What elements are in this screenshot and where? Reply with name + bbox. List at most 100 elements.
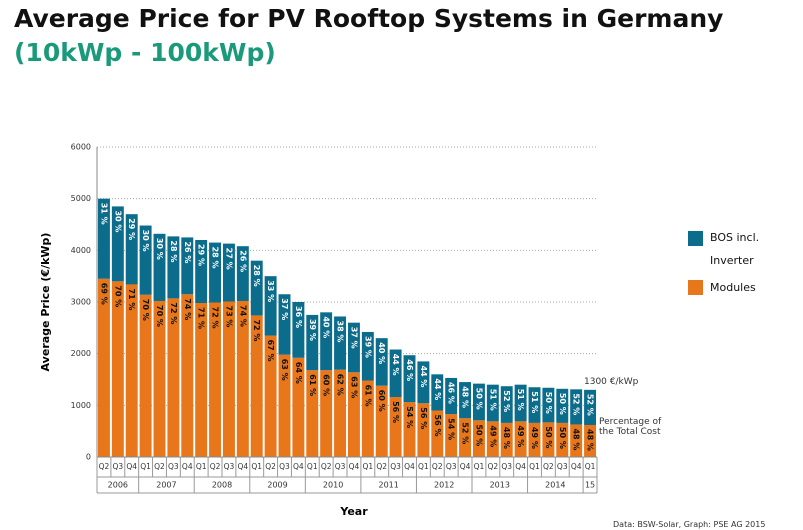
bar-segment <box>361 380 374 457</box>
bar-segment <box>334 316 347 370</box>
x-tick-label: Q4 <box>571 462 582 471</box>
x-tick-label: Q3 <box>112 462 123 471</box>
share-label: 50 % <box>558 427 567 449</box>
share-label: 69 % <box>99 283 108 305</box>
share-label: 28 % <box>252 265 261 287</box>
bar-segment <box>417 403 430 457</box>
share-label: 49 % <box>488 425 497 447</box>
share-label: 70 % <box>141 299 150 321</box>
bar-segment <box>181 237 194 295</box>
share-label: 52 % <box>461 422 470 444</box>
bar-segment <box>209 302 222 457</box>
group-label: 2007 <box>156 481 176 490</box>
y-tick-label: 6000 <box>71 143 91 152</box>
x-tick-label: Q1 <box>474 462 485 471</box>
x-tick-label: Q3 <box>335 462 346 471</box>
x-tick-label: Q4 <box>404 462 415 471</box>
bar-segment <box>153 233 166 301</box>
group-label: 15 <box>585 481 595 490</box>
share-label: 64 % <box>294 362 303 384</box>
share-label: 30 % <box>113 210 122 232</box>
share-label: 51 % <box>516 389 525 411</box>
share-label: 52 % <box>572 393 581 415</box>
x-tick-label: Q1 <box>362 462 373 471</box>
share-label: 70 % <box>155 305 164 327</box>
bar-segment <box>542 422 555 457</box>
source: Data: BSW-Solar, Graph: PSE AG 2015 <box>613 520 766 529</box>
bar-segment <box>361 331 374 381</box>
share-label: 60 % <box>322 374 331 396</box>
bar-segment <box>472 420 485 457</box>
x-tick-label: Q4 <box>293 462 304 471</box>
bar-segment <box>306 370 319 457</box>
bar-segment <box>278 354 291 457</box>
y-tick-label: 1000 <box>71 401 91 410</box>
x-tick-label: Q2 <box>99 462 110 471</box>
bar-segment <box>570 389 583 425</box>
bar-segment <box>542 387 555 423</box>
x-tick-label: Q2 <box>487 462 498 471</box>
share-label: 74 % <box>183 298 192 320</box>
share-label: 29 % <box>197 244 206 266</box>
bar-segment <box>181 294 194 457</box>
share-label: 26 % <box>238 250 247 272</box>
x-tick-label: Q3 <box>446 462 457 471</box>
group-label: 2006 <box>108 481 128 490</box>
bar-segment <box>250 260 263 316</box>
annotation: 1300 €/kWp <box>584 377 639 387</box>
share-label: 71 % <box>127 288 136 310</box>
bar-segment <box>403 402 416 457</box>
chart-subtitle: (10kWp - 100kWp) <box>14 38 276 67</box>
share-label: 33 % <box>266 280 275 302</box>
x-tick-label: Q4 <box>349 462 360 471</box>
share-label: 40 % <box>377 342 386 364</box>
share-label: 48 % <box>586 429 595 451</box>
bar-segment <box>500 386 513 423</box>
group-label: 2013 <box>490 481 510 490</box>
share-label: 48 % <box>461 386 470 408</box>
bar-segment <box>514 384 527 422</box>
x-tick-label: Q3 <box>390 462 401 471</box>
bar-segment <box>139 294 152 457</box>
bar-segment <box>97 198 110 279</box>
bar-segment <box>111 206 124 282</box>
x-tick-label: Q4 <box>237 462 248 471</box>
x-tick-label: Q4 <box>126 462 137 471</box>
bar-segment <box>417 361 430 404</box>
share-label: 72 % <box>169 302 178 324</box>
annotation: Percentage of the Total Cost <box>599 417 662 437</box>
bar-segment <box>334 369 347 457</box>
share-label: 44 % <box>419 365 428 387</box>
x-tick-label: Q2 <box>543 462 554 471</box>
bar-segment <box>459 382 472 419</box>
bar-segment <box>528 422 541 457</box>
share-label: 60 % <box>377 390 386 412</box>
bar-segment <box>472 383 485 421</box>
share-label: 38 % <box>336 320 345 342</box>
y-tick-label: 4000 <box>71 246 91 255</box>
share-label: 28 % <box>211 247 220 269</box>
group-label: 2009 <box>267 481 287 490</box>
share-label: 56 % <box>419 407 428 429</box>
bar-segment <box>167 298 180 457</box>
share-label: 50 % <box>544 426 553 448</box>
group-label: 2010 <box>323 481 343 490</box>
x-tick-label: Q2 <box>154 462 165 471</box>
y-axis-label: Average Price (€/kWp) <box>39 233 52 372</box>
bar-segment <box>500 422 513 457</box>
x-tick-label: Q3 <box>224 462 235 471</box>
x-tick-label: Q1 <box>251 462 262 471</box>
bar-segment <box>167 236 180 299</box>
bar-segment <box>292 302 305 358</box>
share-label: 30 % <box>141 230 150 252</box>
bar-segment <box>431 374 444 411</box>
bar-segment <box>97 278 110 457</box>
x-tick-label: Q4 <box>460 462 471 471</box>
bar-segment <box>556 388 569 423</box>
x-tick-label: Q1 <box>585 462 596 471</box>
x-tick-label: Q4 <box>182 462 193 471</box>
share-label: 50 % <box>544 392 553 414</box>
share-label: 52 % <box>502 390 511 412</box>
share-label: 27 % <box>224 248 233 270</box>
